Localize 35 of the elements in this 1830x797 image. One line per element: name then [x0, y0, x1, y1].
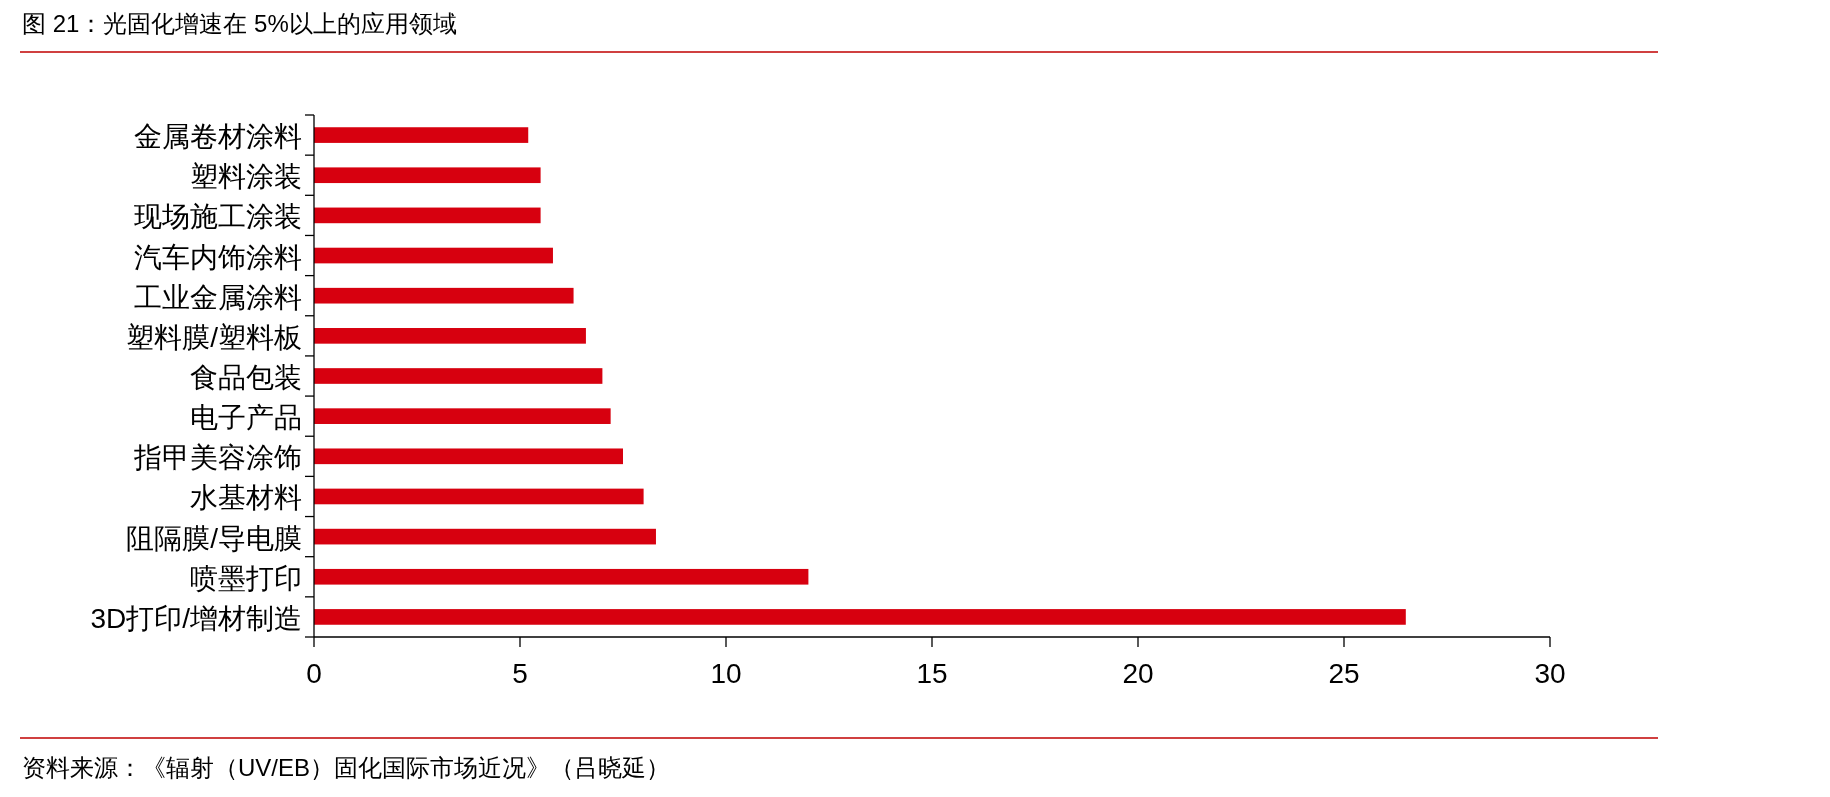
x-tick-label: 0 — [306, 658, 322, 689]
y-tick-label: 金属卷材涂料 — [134, 121, 302, 153]
bar — [314, 368, 603, 384]
x-tick-label: 5 — [512, 658, 528, 689]
y-tick-label: 3D打印/增材制造 — [90, 602, 302, 634]
bar — [314, 488, 644, 505]
y-tick-label: 水基材料 — [190, 482, 302, 514]
x-tick-label: 25 — [1328, 658, 1360, 689]
x-tick-label: 10 — [710, 658, 742, 689]
bar — [314, 568, 809, 585]
bar — [314, 528, 656, 545]
bar — [314, 207, 541, 224]
bar — [314, 408, 611, 424]
y-tick-label: 汽车内饰涂料 — [134, 241, 302, 273]
bar — [314, 247, 553, 264]
y-tick-label: 现场施工涂装 — [134, 201, 302, 233]
bar — [314, 167, 541, 184]
x-tick-label: 30 — [1534, 658, 1566, 689]
y-tick-label: 塑料涂装 — [190, 161, 302, 193]
y-tick-label: 阻隔膜/导电膜 — [126, 522, 302, 554]
bar — [314, 287, 574, 304]
y-tick-label: 电子产品 — [190, 402, 302, 434]
bar — [314, 448, 623, 465]
y-tick-label: 指甲美容涂饰 — [133, 442, 302, 474]
bar — [314, 328, 586, 344]
text: 资料来源：《辐射（UV/EB）固化国际市场近况》（吕晓延） — [22, 754, 671, 781]
y-tick-label: 塑料膜/塑料板 — [126, 321, 302, 353]
y-tick-label: 食品包装 — [190, 362, 302, 393]
bar — [314, 127, 529, 143]
y-tick-label: 工业金属涂料 — [134, 281, 302, 313]
chart-title: 图 21：光固化增速在 5%以上的应用领域 — [22, 10, 457, 37]
bar — [314, 609, 1406, 625]
x-tick-label: 15 — [916, 658, 948, 689]
y-tick-label: 喷墨打印 — [190, 562, 302, 594]
x-tick-label: 20 — [1122, 658, 1154, 689]
